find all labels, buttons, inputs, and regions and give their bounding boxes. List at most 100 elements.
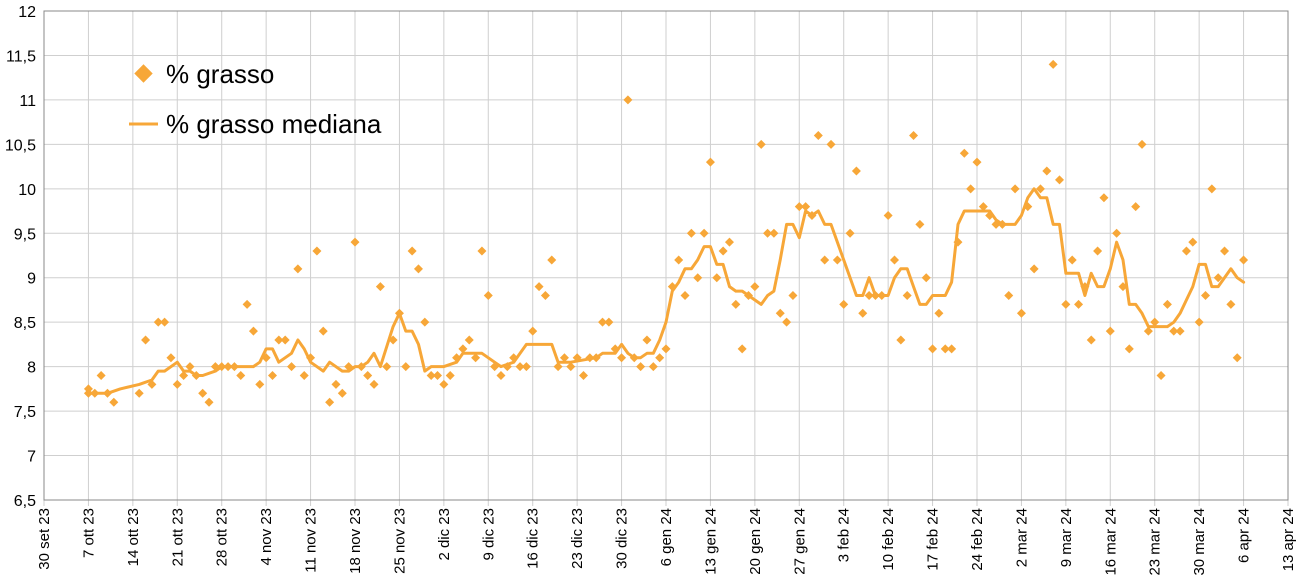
scatter-point (540, 291, 550, 301)
scatter-point (572, 353, 582, 363)
scatter-point (997, 219, 1007, 229)
scatter-point (318, 326, 328, 336)
scatter-point (604, 317, 614, 327)
scatter-point (763, 228, 773, 238)
scatter-point (1055, 175, 1065, 185)
chart-grid (43, 10, 1289, 506)
scatter-point (623, 95, 633, 105)
scatter-point (242, 299, 252, 309)
legend-label-grasso-mediana: % grasso mediana (166, 109, 382, 139)
x-tick-label: 11 nov 23 (303, 508, 320, 573)
scatter-point (1194, 317, 1204, 327)
scatter-point (877, 291, 887, 301)
scatter-point (1169, 326, 1179, 336)
scatter-point (394, 308, 404, 318)
y-tick-label: 9 (27, 271, 36, 288)
plot-frame (43, 10, 1289, 501)
scatter-point (464, 335, 474, 345)
scatter-point (1029, 264, 1039, 274)
scatter-point (1181, 246, 1191, 256)
scatter-point (845, 228, 855, 238)
scatter-point (1093, 246, 1103, 256)
scatter-point (617, 353, 627, 363)
scatter-point (496, 371, 506, 381)
scatter-point (1131, 202, 1141, 212)
x-tick-label: 2 dic 23 (436, 508, 453, 561)
scatter-point (1042, 166, 1052, 176)
scatter-point (915, 219, 925, 229)
scatter-point (1086, 335, 1096, 345)
scatter-point (509, 353, 519, 363)
scatter-point (1074, 299, 1084, 309)
x-tick-label: 4 nov 23 (258, 508, 275, 566)
scatter-point (312, 246, 322, 256)
scatter-point (788, 291, 798, 301)
scatter-point (325, 397, 335, 407)
scatter-point (407, 246, 417, 256)
scatter-point (369, 379, 379, 389)
scatter-point (724, 237, 734, 247)
scatter-point (452, 353, 462, 363)
scatter-point (248, 326, 258, 336)
scatter-point (636, 362, 646, 372)
x-tick-label: 24 feb 24 (969, 508, 986, 571)
scatter-point (737, 344, 747, 354)
scatter-point (566, 362, 576, 372)
scatter-point (775, 308, 785, 318)
scatter-point (813, 130, 823, 140)
scatter-point (166, 353, 176, 363)
scatter-point (864, 291, 874, 301)
x-tick-label: 30 dic 23 (614, 508, 631, 569)
scatter-point (953, 237, 963, 247)
scatter-point (674, 255, 684, 265)
scatter-point (445, 371, 455, 381)
scatter-point (744, 291, 754, 301)
scatter-point (629, 353, 639, 363)
scatter-point (375, 282, 385, 292)
scatter-point (356, 362, 366, 372)
x-tick-label: 30 mar 24 (1191, 508, 1208, 576)
x-tick-label: 30 set 23 (36, 508, 53, 570)
scatter-point (331, 379, 341, 389)
scatter-point (959, 148, 969, 158)
scatter-point (109, 397, 119, 407)
scatter-point (686, 228, 696, 238)
x-tick-label: 27 gen 24 (791, 508, 808, 575)
scatter-point (1112, 228, 1122, 238)
scatter-point (1010, 184, 1020, 194)
scatter-point (1023, 202, 1033, 212)
scatter-point (870, 291, 880, 301)
x-tick-label: 9 dic 23 (480, 508, 497, 561)
y-tick-label: 9,5 (14, 226, 36, 243)
scatter-point (274, 335, 284, 345)
x-axis-tick-labels: 30 set 23 7 ott 23 14 ott 23 21 ott 23 28 ot… (36, 508, 1297, 576)
scatter-point (947, 344, 957, 354)
scatter-point (426, 371, 436, 381)
scatter-point (293, 264, 303, 274)
scatter-point (699, 228, 709, 238)
scatter-point (280, 335, 290, 345)
x-tick-label: 23 mar 24 (1147, 508, 1164, 576)
scatter-point (287, 362, 297, 372)
scatter-point (585, 353, 595, 363)
scatter-point (756, 139, 766, 149)
y-tick-label: 12 (18, 4, 36, 21)
y-tick-label: 7,5 (14, 404, 36, 421)
x-tick-label: 20 gen 24 (747, 508, 764, 575)
scatter-point (972, 157, 982, 167)
scatter-point (839, 299, 849, 309)
y-tick-label: 11,5 (6, 48, 36, 65)
x-tick-label: 13 apr 24 (1280, 508, 1297, 571)
scatter-point (337, 388, 347, 398)
y-tick-label: 10,5 (5, 137, 36, 154)
scatter-point (991, 219, 1001, 229)
scatter-point (1118, 282, 1128, 292)
scatter-point (782, 317, 792, 327)
scatter-point (1016, 308, 1026, 318)
scatter-point (1239, 255, 1249, 265)
y-tick-label: 8 (27, 360, 36, 377)
scatter-point (820, 255, 830, 265)
scatter-point (1137, 139, 1147, 149)
scatter-point (299, 371, 309, 381)
scatter-point (534, 282, 544, 292)
